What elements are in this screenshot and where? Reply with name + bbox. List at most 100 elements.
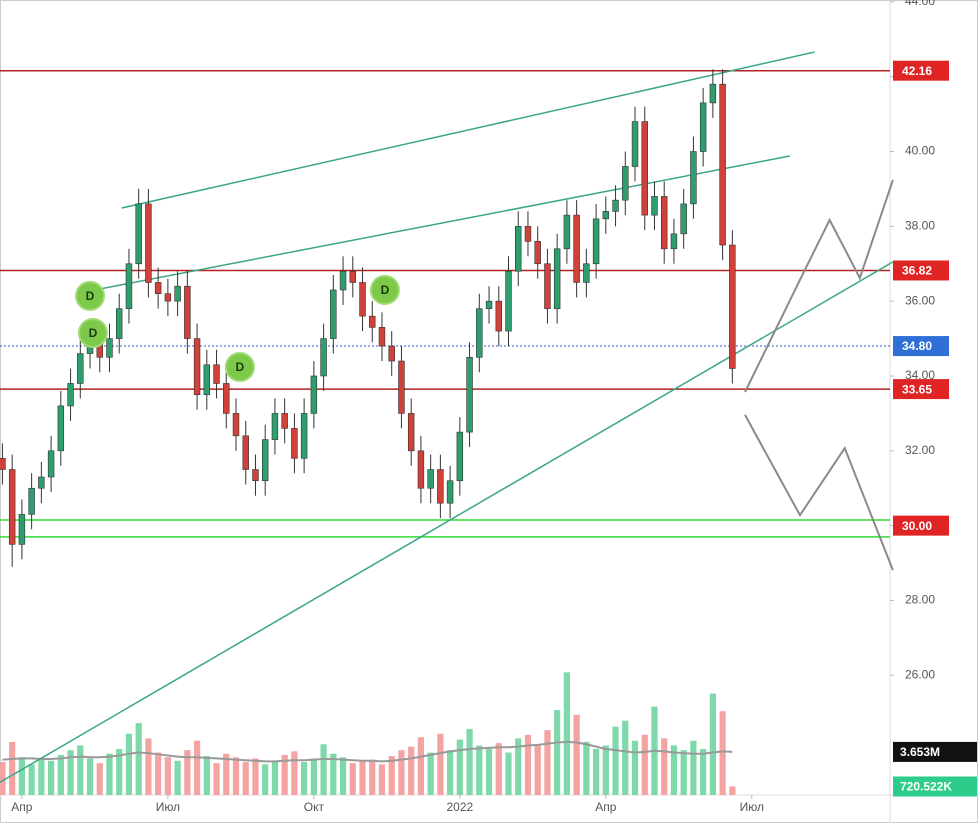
- volume-bar: [592, 748, 600, 795]
- candle-body: [203, 364, 211, 395]
- candle-body: [252, 469, 259, 482]
- projection-line: [744, 414, 894, 571]
- volume-bar: [155, 752, 162, 795]
- candle-body: [680, 203, 687, 235]
- y-tick-label: 40.00: [905, 144, 935, 158]
- volume-bar: [476, 745, 483, 795]
- candle-body: [8, 469, 16, 545]
- candle-body: [18, 514, 26, 545]
- candle-body: [466, 356, 473, 433]
- candle-body: [300, 413, 308, 459]
- candle-body: [583, 263, 590, 283]
- candle-body: [699, 102, 707, 152]
- volume-bar: [563, 672, 571, 795]
- volume-bar: [505, 752, 512, 795]
- volume-bar: [38, 759, 45, 795]
- candle-body: [476, 308, 483, 358]
- dividend-marker-label: D: [89, 326, 98, 340]
- candle-body: [378, 327, 386, 347]
- candle-body: [310, 375, 318, 414]
- candle-body: [690, 151, 697, 205]
- volume-bar: [125, 733, 133, 795]
- candle-body: [67, 383, 74, 407]
- volume-bar: [77, 745, 84, 795]
- candle-body: [77, 353, 84, 384]
- candle-body: [407, 413, 415, 452]
- volume-bar: [417, 737, 425, 795]
- candle-body: [281, 413, 288, 429]
- level-label: 34.80: [902, 339, 932, 353]
- volume-bar: [369, 759, 376, 795]
- projection-line: [744, 179, 894, 393]
- volume-bar: [310, 758, 317, 795]
- volume-bar: [339, 757, 347, 795]
- volume-bar: [709, 693, 716, 795]
- candle-body: [505, 270, 512, 332]
- volume-bar: [495, 743, 502, 795]
- trend-line: [121, 51, 815, 209]
- volume-bar: [57, 754, 64, 795]
- candle-body: [729, 244, 736, 369]
- candle-body: [261, 439, 269, 482]
- volume-bar: [456, 739, 463, 795]
- candle-body: [174, 285, 181, 302]
- volume-bar: [106, 753, 113, 795]
- volume-bar: [86, 758, 94, 795]
- candle-body: [515, 226, 522, 272]
- candle-body: [0, 457, 6, 470]
- volume-label: 720.522K: [900, 780, 952, 794]
- candle-body: [115, 308, 123, 339]
- volume-bar: [67, 750, 74, 795]
- volume-bar: [96, 763, 103, 795]
- volume-bar: [641, 734, 648, 795]
- candle-body: [602, 211, 610, 220]
- level-label: 42.16: [902, 64, 932, 78]
- candle-body: [446, 480, 454, 504]
- candle-body: [57, 405, 65, 452]
- volume-bar: [9, 741, 16, 795]
- x-tick-label: Июл: [156, 800, 180, 814]
- volume-bar: [193, 740, 201, 795]
- volume-bar: [242, 761, 249, 795]
- volume-label-box: [893, 776, 977, 797]
- volume-bar: [359, 760, 366, 795]
- volume-bar: [670, 745, 678, 795]
- plot-area: D D D D: [0, 51, 894, 795]
- volume-bar: [544, 730, 551, 795]
- volume-bar: [291, 751, 298, 795]
- volume-bar: [184, 750, 191, 795]
- volume-bar: [116, 748, 123, 795]
- volume-bar: [232, 757, 240, 795]
- candle-body: [349, 270, 357, 283]
- candle-body: [553, 248, 561, 309]
- level-label: 33.65: [902, 382, 932, 396]
- volume-bar: [515, 738, 522, 795]
- candle-body: [719, 83, 726, 246]
- candle-body: [38, 476, 45, 489]
- dividend-marker: [369, 274, 400, 305]
- volume-bar: [661, 738, 668, 795]
- candle-body: [437, 469, 444, 504]
- volume-bar: [700, 748, 707, 795]
- candle-body: [524, 226, 532, 242]
- volume-bar: [680, 750, 687, 795]
- volume-bar: [690, 740, 697, 795]
- candle-body: [320, 338, 327, 377]
- volume-bar: [524, 734, 532, 795]
- volume-bar: [164, 757, 171, 795]
- volume-bar: [554, 710, 561, 795]
- candle-body: [709, 83, 717, 104]
- candle-body: [534, 241, 541, 265]
- volume-bar: [262, 764, 269, 795]
- dividend-marker-label: D: [381, 283, 390, 297]
- volume-bar: [437, 733, 444, 795]
- candle-body: [495, 300, 502, 332]
- volume-bar: [427, 752, 434, 795]
- candle-body: [213, 364, 220, 384]
- candle-body: [47, 450, 55, 478]
- volume-bar: [485, 748, 493, 795]
- level-label-box: [893, 515, 949, 536]
- x-tick-label: Апр: [595, 800, 617, 814]
